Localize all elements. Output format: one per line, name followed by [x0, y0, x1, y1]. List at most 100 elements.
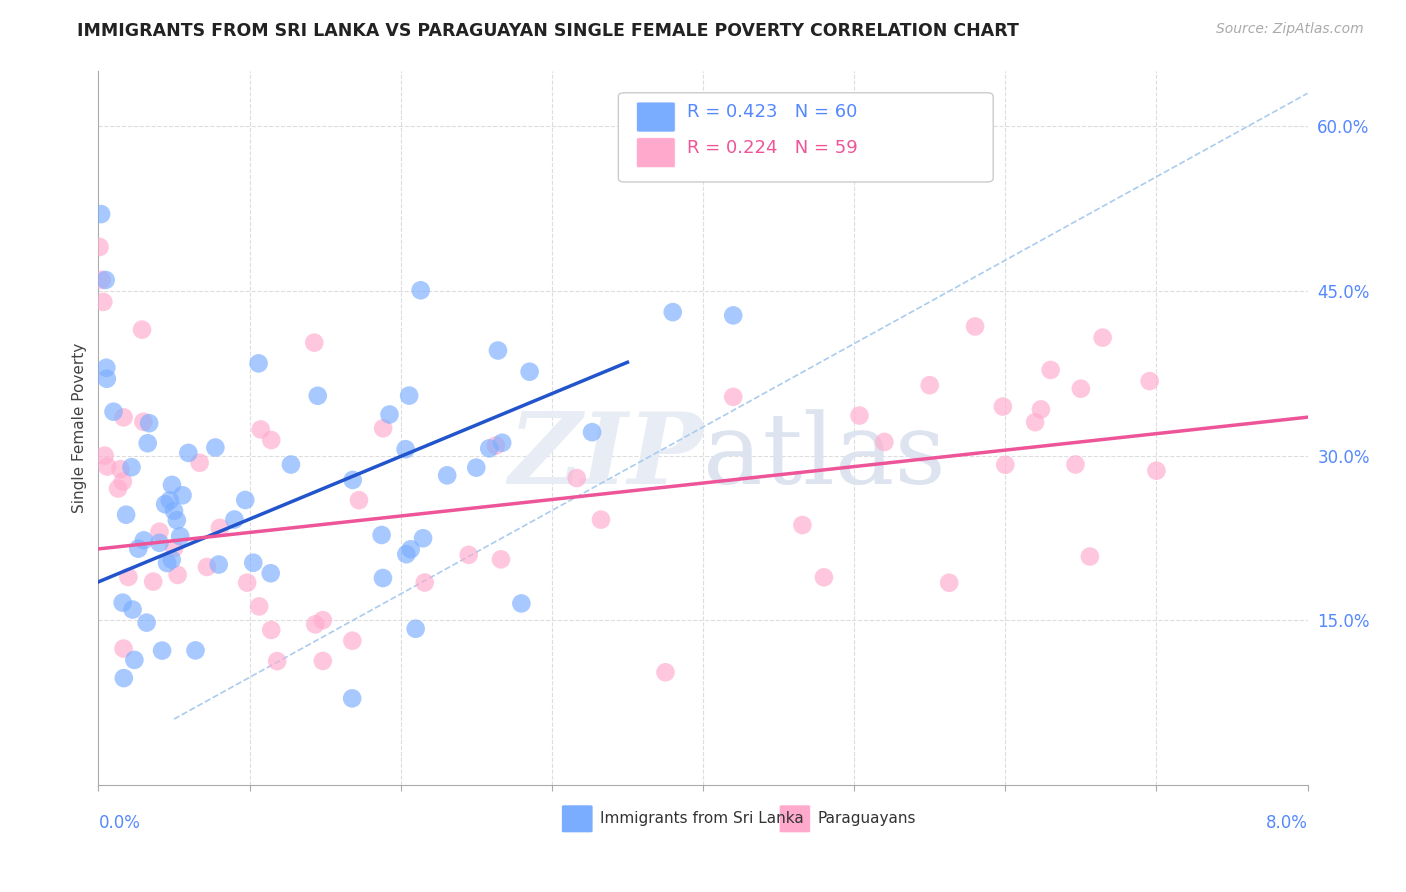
Point [661, 305, 683, 319]
Point [792, 518, 814, 533]
Point [103, 405, 125, 419]
Point [266, 654, 288, 668]
Point [304, 617, 326, 632]
Point [378, 408, 401, 422]
Point [342, 633, 364, 648]
Point [405, 622, 427, 636]
Point [848, 409, 870, 423]
Point [370, 528, 392, 542]
Point [89, 240, 111, 254]
Point [132, 533, 155, 548]
Point [340, 691, 363, 706]
Point [236, 575, 259, 590]
Point [90, 273, 112, 287]
Point [307, 389, 329, 403]
FancyBboxPatch shape [619, 93, 993, 182]
Point [148, 524, 170, 539]
Point [96, 372, 118, 386]
Point [110, 462, 132, 476]
Point [394, 442, 416, 457]
Point [342, 473, 364, 487]
Y-axis label: Single Female Poverty: Single Female Poverty [72, 343, 87, 513]
Text: IMMIGRANTS FROM SRI LANKA VS PARAGUAYAN SINGLE FEMALE POVERTY CORRELATION CHART: IMMIGRANTS FROM SRI LANKA VS PARAGUAYAN … [77, 22, 1019, 40]
Point [117, 570, 139, 584]
FancyBboxPatch shape [637, 137, 675, 168]
Point [163, 504, 186, 518]
Point [142, 574, 165, 589]
Point [486, 343, 509, 358]
Point [247, 356, 270, 370]
Point [1029, 402, 1052, 417]
Point [90, 207, 112, 221]
Point [1139, 374, 1161, 388]
Text: R = 0.423   N = 60: R = 0.423 N = 60 [688, 103, 858, 121]
Point [91, 294, 114, 309]
Text: R = 0.224   N = 59: R = 0.224 N = 59 [688, 139, 858, 157]
Point [347, 493, 370, 508]
Point [112, 671, 135, 685]
Point [208, 521, 231, 535]
Point [148, 536, 170, 550]
Point [233, 493, 256, 508]
Point [204, 441, 226, 455]
Point [177, 446, 200, 460]
Point [723, 309, 745, 323]
Point [312, 654, 335, 668]
Point [188, 456, 211, 470]
Point [107, 482, 129, 496]
Point [260, 433, 283, 447]
Point [131, 323, 153, 337]
Point [150, 643, 173, 657]
Point [413, 575, 436, 590]
Point [965, 319, 987, 334]
Text: 0.0%: 0.0% [98, 814, 141, 831]
Point [457, 548, 479, 562]
Point [371, 571, 394, 585]
Point [491, 435, 513, 450]
Point [260, 566, 283, 581]
Text: atlas: atlas [703, 409, 946, 505]
Point [1039, 363, 1062, 377]
Point [1078, 549, 1101, 564]
Point [138, 416, 160, 430]
Point [260, 623, 283, 637]
Point [1091, 331, 1114, 345]
Point [399, 542, 422, 557]
Point [124, 653, 146, 667]
Point [111, 596, 134, 610]
Point [159, 493, 181, 508]
Point [1070, 382, 1092, 396]
Point [112, 410, 135, 425]
Point [873, 434, 896, 449]
Point [115, 508, 138, 522]
Point [169, 529, 191, 543]
Point [184, 643, 207, 657]
Point [156, 556, 179, 570]
Point [247, 599, 270, 614]
FancyBboxPatch shape [779, 805, 811, 833]
Point [160, 478, 183, 492]
Point [96, 459, 118, 474]
Point [111, 475, 134, 489]
Point [96, 360, 118, 375]
Point [132, 415, 155, 429]
Point [280, 458, 302, 472]
FancyBboxPatch shape [561, 805, 593, 833]
Point [373, 421, 395, 435]
Point [409, 283, 432, 297]
FancyBboxPatch shape [637, 102, 675, 132]
Point [510, 596, 533, 610]
Text: 8.0%: 8.0% [1265, 814, 1308, 831]
Point [489, 552, 512, 566]
Point [172, 488, 194, 502]
Point [136, 436, 159, 450]
Text: Source: ZipAtlas.com: Source: ZipAtlas.com [1216, 22, 1364, 37]
Point [112, 641, 135, 656]
Point [242, 556, 264, 570]
Point [938, 575, 960, 590]
Point [304, 335, 326, 350]
Point [654, 665, 676, 680]
Point [991, 400, 1014, 414]
Point [436, 468, 458, 483]
Point [478, 442, 501, 456]
